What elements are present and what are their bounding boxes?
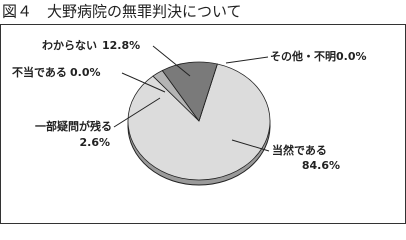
slice-label: その他・不明 bbox=[270, 49, 336, 63]
leader-line bbox=[121, 72, 166, 93]
value-label: 12.8% bbox=[102, 39, 140, 52]
chart: 図４ 大野病院の無罪判決について 当然である 84.6% 一部疑問が残る 2.6% 不当… bbox=[0, 3, 406, 224]
slice-label: わからない bbox=[42, 39, 97, 52]
value-label: 0.0% bbox=[70, 66, 101, 79]
chart-title: 図４ 大野病院の無罪判決について bbox=[2, 3, 242, 21]
leader-line bbox=[231, 139, 270, 152]
leader-lines bbox=[113, 45, 270, 152]
slice-label: 不当である bbox=[12, 65, 67, 79]
slice-label: 当然である bbox=[272, 143, 327, 157]
value-label: 0.0% bbox=[336, 50, 367, 63]
pie-slice bbox=[127, 63, 271, 181]
pie-slice bbox=[198, 63, 218, 122]
value-label: 84.6% bbox=[302, 159, 340, 172]
page: {"chart_data": {"type": "pie", "title": … bbox=[0, 2, 406, 224]
slice-label: 一部疑問が残る bbox=[35, 119, 112, 133]
leader-line bbox=[113, 97, 161, 128]
leader-line bbox=[152, 45, 191, 77]
leader-line bbox=[225, 56, 269, 64]
value-label: 2.6% bbox=[79, 136, 110, 149]
